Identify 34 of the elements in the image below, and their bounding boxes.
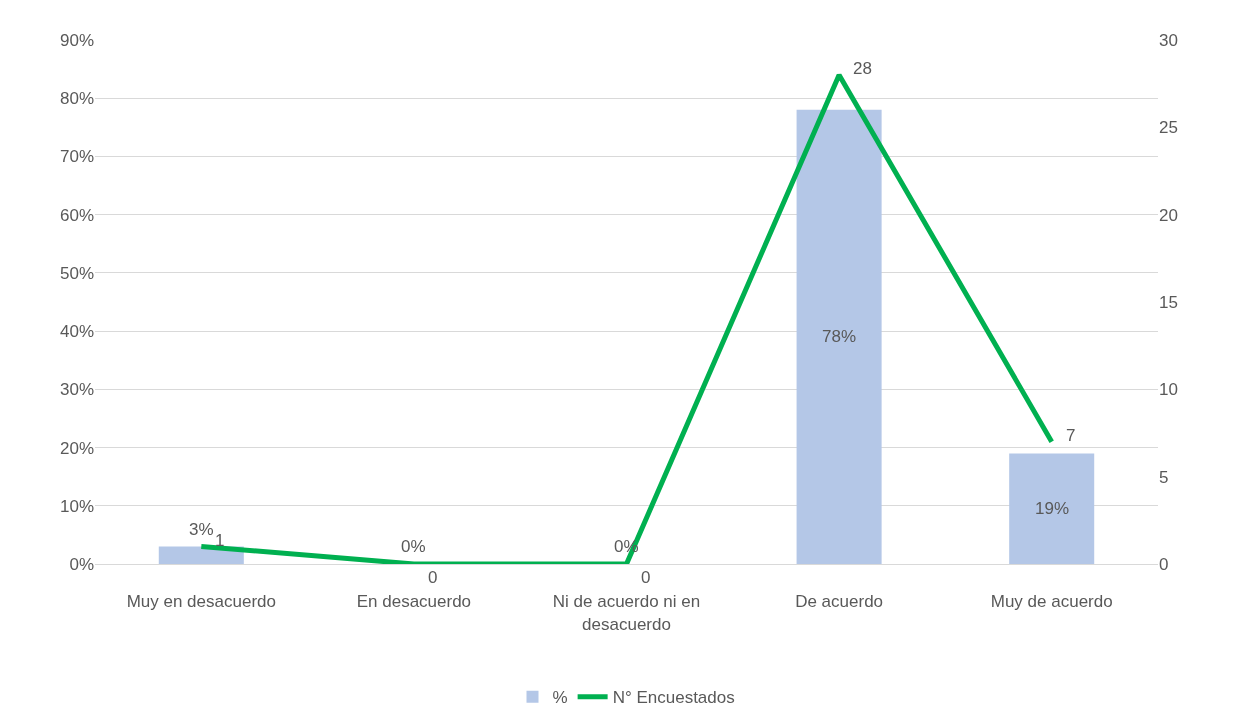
x-tick-label: Muy en desacuerdo [126,592,276,612]
x-tick-label: Muy de acuerdo [990,592,1113,612]
y2-tick-label: 5 [1159,467,1169,487]
data-label: 0 [641,568,651,587]
legend-label: % [552,688,568,708]
data-label: 0% [401,537,426,556]
y2-tick-label: 25 [1159,118,1178,138]
data-label: 19% [1035,499,1070,518]
y-tick-label: 40% [59,322,94,342]
y-tick-label: 20% [59,438,94,458]
data-label: 7 [1066,426,1076,445]
bar [1009,453,1095,564]
y-tick-label: 80% [59,89,94,109]
y2-tick-label: 15 [1159,292,1178,312]
y-tick-label: 10% [59,496,94,516]
data-label: 3% [189,520,214,539]
y-tick-label: 70% [59,147,94,167]
legend-label: N° Encuestados [612,688,735,708]
y-tick-label: 30% [59,380,94,400]
x-tick-label: Ni de acuerdo ni en desacuerdo [552,592,701,634]
y2-tick-label: 30 [1159,30,1178,50]
x-tick-label: De acuerdo [795,592,884,612]
data-label: 78% [822,327,857,346]
x-tick-label: En desacuerdo [356,592,472,612]
y2-tick-label: 0 [1159,554,1169,574]
y-tick-label: 60% [59,205,94,225]
y2-tick-label: 10 [1159,380,1178,400]
data-label: 28 [853,59,872,78]
y-tick-label: 0% [69,554,94,574]
data-label: 0 [428,568,438,587]
y2-tick-label: 20 [1159,205,1178,225]
bar [796,109,882,564]
y-tick-label: 90% [59,30,94,50]
y-tick-label: 50% [59,263,94,283]
